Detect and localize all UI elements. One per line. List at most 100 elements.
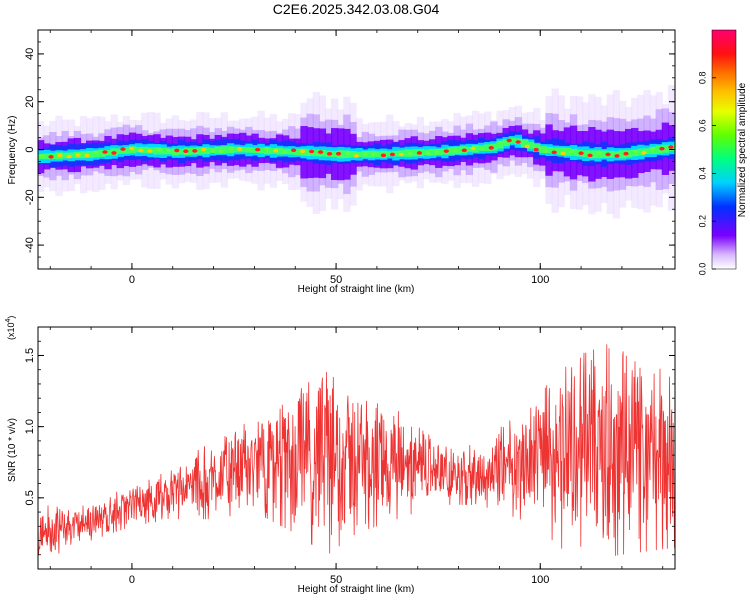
heatmap-peak (569, 150, 575, 154)
colorbar: 0.0 0.2 0.4 0.6 0.8 Normalized spectral ampl… (697, 29, 748, 275)
y-tick-label: 20 (24, 96, 36, 108)
heatmap-peak (524, 144, 530, 149)
heatmap-cell (496, 141, 504, 149)
snr-panel: 0 50 100 0.5 1.0 1.5 Height of straight line… (5, 316, 676, 595)
heatmap-cell (214, 146, 222, 154)
heatmap-cell (331, 150, 339, 158)
heatmap-peak (632, 149, 638, 154)
heatmap-peak (219, 149, 225, 154)
heatmap-cell (527, 142, 535, 149)
heatmap-cell (484, 144, 492, 151)
heatmap-cell (447, 147, 455, 155)
heatmap-cell (196, 147, 204, 155)
heatmap-peak (407, 151, 413, 156)
heatmap-peak (282, 150, 288, 155)
colorbar-tick-label: 0.6 (697, 119, 707, 132)
snr-x-ticks: 0 50 100 (49, 327, 664, 586)
heatmap-cell (251, 147, 259, 153)
snr-x-label: Height of straight line (km) (298, 584, 415, 595)
heatmap-cell (508, 137, 516, 144)
y-tick-label: -20 (24, 189, 36, 205)
y-tick-label: 1.0 (24, 419, 36, 434)
heatmap-peak (443, 149, 449, 153)
heatmap-peak (425, 152, 431, 156)
snr-frame (37, 326, 676, 570)
heatmap-peak (147, 149, 153, 153)
spectrogram-y-label: Frequency (Hz) (7, 116, 18, 185)
snr-y-ticks: 0.5 1.0 1.5 (24, 340, 675, 556)
heatmap-cell (104, 149, 112, 156)
x-tick-label: 0 (129, 274, 135, 286)
heatmap-cell (67, 152, 75, 159)
snr-scale-label: (x104) (5, 316, 16, 340)
heatmap-peak (623, 151, 629, 156)
x-tick-label: 50 (330, 574, 342, 586)
heatmap-cell (422, 149, 431, 156)
colorbar-ticks: 0.0 0.2 0.4 0.6 0.8 (697, 72, 716, 275)
heatmap-peak (165, 148, 171, 152)
colorbar-gradient (711, 29, 737, 270)
heatmap-cell (61, 152, 69, 159)
heatmap-cell (392, 150, 400, 157)
heatmap-cell (355, 151, 363, 157)
heatmap-peak (551, 150, 557, 155)
heatmap-cell (294, 148, 302, 156)
heatmap-peak (389, 152, 396, 157)
heatmap-peak (111, 151, 117, 155)
heatmap-peak (255, 147, 261, 152)
heatmap-cell (661, 144, 670, 153)
heatmap-cell (79, 151, 88, 159)
heatmap-cell (98, 149, 106, 157)
heatmap-peak (102, 150, 108, 154)
heatmap-cell (220, 146, 229, 154)
spectrogram-y-ticks: -40 -20 0 20 40 (24, 29, 675, 270)
spectrogram-x-ticks: 0 50 100 (49, 30, 664, 286)
heatmap-peak (308, 149, 315, 154)
heatmap-peak (344, 151, 351, 155)
heatmap-peak (84, 153, 90, 158)
snr-line (38, 344, 675, 556)
heatmap-cell (43, 153, 51, 160)
heatmap-cell (643, 148, 651, 155)
heatmap-cell (122, 147, 131, 154)
heatmap-cell (520, 139, 529, 148)
heatmap-peak (201, 147, 207, 152)
chart-title: C2E6.2025.342.03.08.G04 (273, 1, 440, 17)
heatmap-cell (159, 147, 167, 155)
spectrogram-heatmap (38, 85, 675, 219)
heatmap-peak (605, 152, 611, 157)
heatmap-cell (655, 145, 663, 154)
heatmap-peak (353, 154, 360, 158)
heatmap-peak (641, 151, 647, 155)
heatmap-peak (129, 146, 135, 151)
x-tick-label: 50 (330, 274, 342, 286)
x-tick-label: 100 (531, 574, 549, 586)
heatmap-peak (57, 153, 63, 158)
heatmap-cell (490, 143, 498, 151)
heatmap-peak (515, 140, 521, 144)
heatmap-peak (210, 149, 216, 154)
heatmap-peak (237, 147, 243, 151)
heatmap-peak (264, 147, 270, 152)
heatmap-peak (659, 146, 665, 151)
heatmap-cell (545, 147, 553, 154)
y-tick-label: -40 (24, 237, 36, 253)
snr-scale-text: (x104) (5, 316, 16, 340)
snr-y-label: SNR (10 * v/v) (7, 418, 18, 482)
heatmap-peak (488, 145, 494, 150)
heatmap-cell (367, 150, 376, 158)
heatmap-peak (183, 149, 189, 154)
heatmap-peak (506, 138, 512, 143)
heatmap-cell (465, 146, 474, 152)
heatmap-peak (542, 149, 548, 154)
heatmap-peak (497, 140, 503, 145)
heatmap-peak (138, 148, 144, 153)
heatmap-peak (120, 147, 126, 151)
heatmap-peak (156, 148, 162, 152)
heatmap-peak (174, 148, 180, 153)
heatmap-peak (75, 153, 81, 157)
heatmap-cell (637, 148, 645, 156)
colorbar-tick-label: 0.8 (697, 72, 707, 85)
y-tick-label: 0 (24, 146, 36, 152)
heatmap-peak (273, 148, 279, 153)
